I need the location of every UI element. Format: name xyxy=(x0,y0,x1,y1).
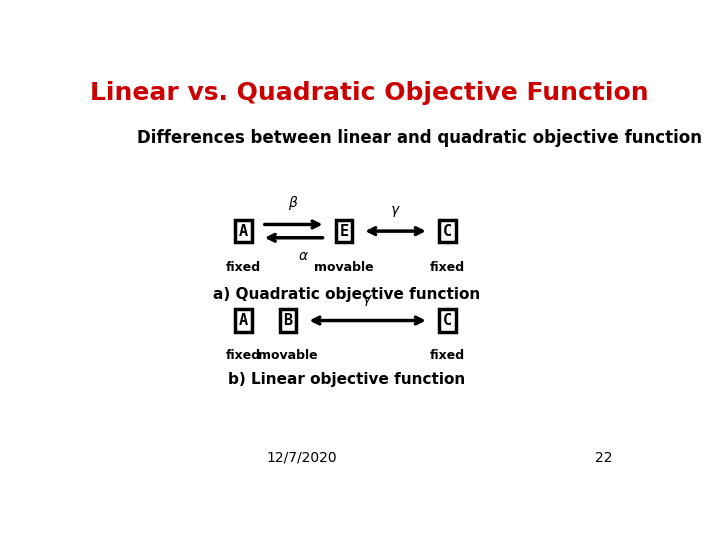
Text: movable: movable xyxy=(314,261,374,274)
Text: $\gamma$: $\gamma$ xyxy=(362,293,373,308)
Text: 22: 22 xyxy=(595,451,612,465)
Text: A: A xyxy=(239,224,248,239)
Text: C: C xyxy=(443,313,451,328)
Text: $\beta$: $\beta$ xyxy=(289,194,299,212)
Text: E: E xyxy=(339,224,348,239)
Text: C: C xyxy=(443,224,451,239)
Text: A: A xyxy=(239,313,248,328)
Text: B: B xyxy=(284,313,292,328)
Text: $\gamma$: $\gamma$ xyxy=(390,204,401,219)
Text: Differences between linear and quadratic objective function: Differences between linear and quadratic… xyxy=(138,129,703,147)
Text: fixed: fixed xyxy=(430,261,464,274)
Text: fixed: fixed xyxy=(430,349,464,362)
Text: fixed: fixed xyxy=(226,261,261,274)
Text: 12/7/2020: 12/7/2020 xyxy=(266,451,338,465)
Text: fixed: fixed xyxy=(226,349,261,362)
Text: movable: movable xyxy=(258,349,318,362)
Text: $\alpha$: $\alpha$ xyxy=(298,249,309,264)
Text: a) Quadratic objective function: a) Quadratic objective function xyxy=(213,287,480,302)
Text: b) Linear objective function: b) Linear objective function xyxy=(228,373,465,388)
Text: Linear vs. Quadratic Objective Function: Linear vs. Quadratic Objective Function xyxy=(90,82,648,105)
